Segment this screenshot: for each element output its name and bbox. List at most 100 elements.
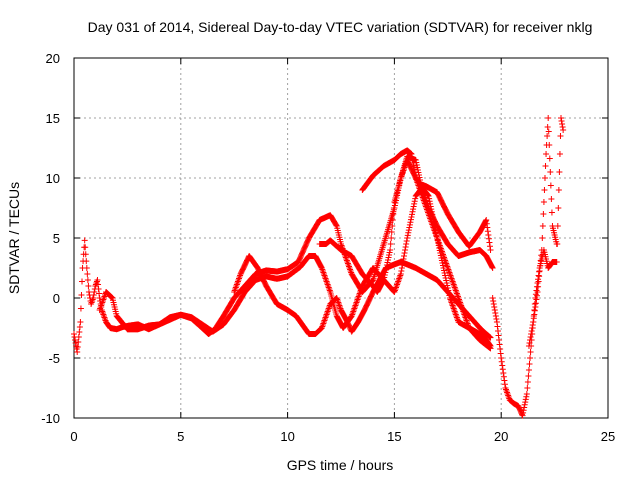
data-point [75,339,82,345]
data-point [75,334,82,340]
x-tick-label: 20 [494,429,508,444]
data-point [79,278,86,285]
data-point [487,334,494,341]
data-point [405,229,412,236]
data-point [486,239,493,246]
data-point [74,344,81,350]
data-point [555,187,562,193]
data-point [82,244,89,251]
data-point [71,331,77,337]
data-point [78,292,85,298]
data-point [485,235,492,242]
data-point [388,229,395,235]
data-point [541,175,548,181]
data-point [492,313,499,319]
data-point [95,281,102,288]
data-point [489,295,496,301]
data-point [398,268,405,274]
data-point [83,265,90,271]
data-point [522,396,529,403]
tick-labels: 0 5 10 15 20 25 -10 -5 0 5 10 15 20 [41,51,615,444]
data-point [410,203,417,210]
data-point [546,142,553,148]
data-point [501,377,508,384]
data-point [545,128,552,135]
data-point [492,310,499,316]
data-point [405,227,412,234]
data-point [555,205,562,211]
data-point [524,379,531,385]
data-point [538,247,545,253]
data-point [548,196,555,202]
data-point [543,151,550,157]
data-point [388,235,395,241]
data-point [558,115,565,121]
data-point [403,241,410,247]
data-point [520,409,527,416]
data-point [493,316,500,322]
data-point [556,151,563,157]
data-point [403,238,410,244]
data-point [412,172,419,178]
data-point [499,362,506,369]
y-axis-label: SDTVAR / TECUs [6,182,22,294]
data-point [407,216,414,223]
data-point [482,218,489,224]
data-point [527,337,534,343]
data-point [484,224,491,231]
data-point [397,271,404,277]
data-point [390,211,397,217]
data-point [489,265,496,271]
data-point [500,373,507,380]
data-point [402,244,409,250]
data-point [77,305,84,312]
y-tick-label: 5 [53,231,60,246]
x-tick-label: 0 [70,429,77,444]
data-marks [71,115,567,419]
data-point [544,133,551,139]
data-point [523,391,530,397]
data-point [494,323,501,330]
data-point [499,366,506,373]
data-point [409,157,416,163]
series-trace-5 [359,147,494,253]
series-trace-7 [525,115,560,349]
data-point [525,343,532,349]
data-point [524,385,531,391]
data-point [548,209,555,216]
data-point [495,332,502,339]
data-point [408,151,415,157]
data-point [519,412,526,419]
data-point [90,292,97,298]
data-point [490,298,497,304]
data-point [554,223,561,229]
data-point [411,169,418,175]
data-point [547,169,554,175]
data-point [527,355,534,361]
series-trace-3 [231,253,494,341]
axis-ticks [73,57,609,419]
x-tick-label: 25 [601,429,615,444]
data-point [540,199,547,205]
data-point [528,328,535,334]
data-point [500,370,507,376]
data-point [402,247,409,253]
data-point [387,241,394,247]
data-point [83,258,90,265]
data-point [531,307,538,314]
data-point [411,198,418,205]
data-point [559,121,566,127]
data-point [409,211,416,218]
data-point [410,206,417,213]
data-point [72,340,79,346]
data-point [553,241,560,247]
data-point [483,220,490,227]
data-point [547,182,554,189]
data-point [411,200,418,207]
data-point [530,315,537,322]
data-point [556,169,563,175]
data-point [389,223,396,229]
data-point [542,163,549,169]
data-point [489,264,496,270]
